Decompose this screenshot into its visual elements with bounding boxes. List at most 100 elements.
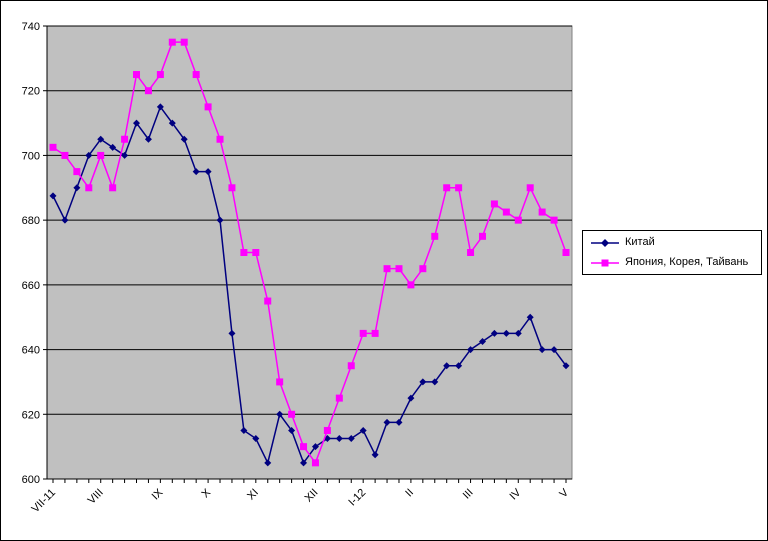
y-tick-label: 640 bbox=[22, 345, 40, 357]
data-point bbox=[467, 346, 475, 354]
data-point bbox=[538, 208, 546, 216]
data-point bbox=[347, 435, 355, 443]
data-point bbox=[419, 378, 427, 386]
data-point bbox=[85, 184, 93, 192]
data-point bbox=[371, 451, 379, 459]
data-point bbox=[419, 265, 427, 273]
data-point bbox=[467, 249, 475, 256]
data-point bbox=[478, 232, 486, 240]
data-point bbox=[562, 249, 570, 256]
data-point bbox=[300, 443, 308, 451]
legend-marker-square-icon bbox=[591, 259, 619, 267]
legend-item-series-1: Китай bbox=[583, 235, 761, 251]
series-layer bbox=[49, 38, 570, 467]
data-point bbox=[49, 192, 57, 200]
data-point bbox=[490, 329, 498, 337]
data-point bbox=[311, 443, 319, 451]
legend-label: Япония, Корея, Тайвань bbox=[625, 256, 749, 268]
gridlines bbox=[47, 25, 572, 415]
data-point bbox=[550, 216, 558, 224]
y-tick-label: 600 bbox=[22, 474, 40, 486]
data-point bbox=[431, 232, 439, 240]
data-point bbox=[550, 346, 558, 354]
x-tick-label: VIII bbox=[86, 487, 106, 507]
legend: Китай Япония, Корея, Тайвань bbox=[582, 230, 762, 275]
data-point bbox=[109, 143, 117, 151]
x-tick-label: XII bbox=[303, 487, 321, 505]
data-point bbox=[264, 459, 272, 467]
data-point bbox=[204, 168, 212, 176]
y-tick-label: 740 bbox=[22, 21, 40, 33]
data-point bbox=[228, 329, 236, 337]
data-point bbox=[455, 362, 463, 370]
data-point bbox=[156, 103, 164, 111]
data-point bbox=[73, 184, 81, 192]
y-axis: 600 620 640 660 680 700 720 740 bbox=[22, 21, 48, 486]
y-tick-label: 680 bbox=[22, 215, 40, 227]
data-point bbox=[204, 103, 212, 111]
data-point bbox=[407, 394, 415, 402]
data-point bbox=[276, 410, 284, 418]
data-point bbox=[502, 329, 510, 337]
data-point bbox=[192, 71, 200, 79]
data-point bbox=[562, 362, 570, 370]
y-tick-label: 620 bbox=[22, 409, 40, 421]
data-point bbox=[288, 410, 296, 418]
data-point bbox=[109, 184, 117, 192]
data-point bbox=[228, 184, 236, 192]
data-point bbox=[168, 119, 176, 127]
legend-marker-diamond-icon bbox=[591, 239, 619, 247]
data-point bbox=[252, 249, 260, 256]
data-point bbox=[168, 38, 176, 46]
x-tick-label: VII-11 bbox=[29, 487, 58, 516]
data-point bbox=[359, 329, 367, 337]
y-tick-label: 720 bbox=[22, 86, 40, 98]
data-point bbox=[264, 297, 272, 305]
data-point bbox=[395, 418, 403, 426]
x-axis: VII-11 VIII IX X XI XII I-12 II III IV V bbox=[29, 478, 572, 516]
data-point bbox=[144, 135, 152, 143]
legend-item-series-2: Япония, Корея, Тайвань bbox=[583, 255, 761, 271]
x-tick-label: IX bbox=[150, 486, 166, 502]
data-point bbox=[216, 216, 224, 224]
y-tick-label: 700 bbox=[22, 150, 40, 162]
data-point bbox=[144, 87, 152, 95]
data-point bbox=[323, 426, 331, 434]
data-point bbox=[335, 435, 343, 443]
data-point bbox=[443, 362, 451, 370]
data-point bbox=[502, 208, 510, 216]
data-point bbox=[276, 378, 284, 386]
data-point bbox=[73, 168, 81, 176]
series-2 bbox=[49, 38, 570, 467]
data-point bbox=[359, 426, 367, 434]
data-point bbox=[240, 426, 248, 434]
x-tick-label: I-12 bbox=[346, 487, 368, 509]
data-point bbox=[311, 459, 319, 467]
data-point bbox=[61, 216, 69, 224]
data-point bbox=[526, 313, 534, 321]
data-point bbox=[252, 435, 260, 443]
data-point bbox=[443, 184, 451, 192]
data-point bbox=[371, 329, 379, 337]
data-point bbox=[156, 71, 164, 79]
plot-area bbox=[46, 25, 573, 480]
data-point bbox=[335, 394, 343, 402]
data-point bbox=[526, 184, 534, 192]
x-tick-label: X bbox=[200, 486, 214, 500]
data-point bbox=[192, 168, 200, 176]
data-point bbox=[347, 362, 355, 370]
data-point bbox=[216, 135, 224, 143]
data-point bbox=[431, 378, 439, 386]
data-point bbox=[121, 135, 129, 143]
data-point bbox=[97, 135, 105, 143]
legend-label: Китай bbox=[625, 236, 655, 248]
data-point bbox=[85, 151, 93, 159]
data-point bbox=[97, 151, 105, 159]
data-point bbox=[288, 426, 296, 434]
data-point bbox=[121, 151, 129, 159]
data-point bbox=[180, 135, 188, 143]
data-point bbox=[407, 281, 415, 289]
data-point bbox=[383, 418, 391, 426]
data-point bbox=[514, 329, 522, 337]
data-point bbox=[49, 143, 57, 151]
